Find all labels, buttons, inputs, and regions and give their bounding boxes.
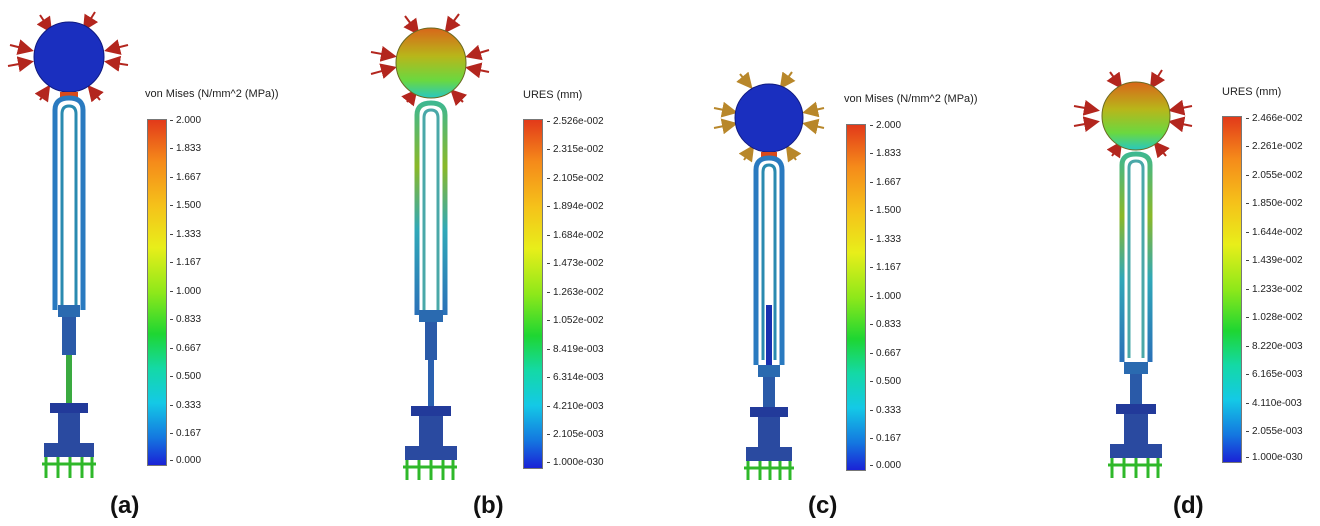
tick-label: 2.466e-002 xyxy=(1246,113,1303,124)
tick-label: 0.500 xyxy=(169,371,202,382)
tick-label: 2.261e-002 xyxy=(1246,141,1303,152)
sphere xyxy=(1101,81,1171,151)
tick-label: 1.500 xyxy=(169,200,202,211)
tick-label: 0.167 xyxy=(169,428,202,439)
tick-label: 0.500 xyxy=(869,376,902,387)
tick-label: 8.419e-003 xyxy=(547,344,604,355)
tick-label: 1.473e-002 xyxy=(547,258,604,269)
tick-label: 2.105e-002 xyxy=(547,173,604,184)
tick-label: 1.000e-030 xyxy=(547,457,604,468)
tick-label: 0.333 xyxy=(169,400,202,411)
load-arrows xyxy=(7,11,129,103)
tick-label: 2.000 xyxy=(869,120,902,131)
tick-label: 1.894e-002 xyxy=(547,201,604,212)
tick-label: 2.055e-003 xyxy=(1246,426,1303,437)
tick-label: 0.667 xyxy=(169,343,202,354)
model-c xyxy=(713,71,825,480)
tick-label: 8.220e-003 xyxy=(1246,341,1303,352)
tick-label: 1.167 xyxy=(869,262,902,273)
frame xyxy=(414,100,448,315)
tick-label: 0.833 xyxy=(869,319,902,330)
tick-label: 6.314e-003 xyxy=(547,372,604,383)
tick-label: 1.167 xyxy=(169,257,202,268)
caption: (b) xyxy=(473,492,504,519)
tick-label: 1.684e-002 xyxy=(547,230,604,241)
color-bar xyxy=(846,124,866,471)
tick-label: 0.667 xyxy=(869,348,902,359)
tick-label: 0.000 xyxy=(869,460,902,471)
tick-label: 1.667 xyxy=(869,177,902,188)
tick-label: 4.210e-003 xyxy=(547,401,604,412)
frame xyxy=(753,155,785,365)
tick-label: 2.315e-002 xyxy=(547,144,604,155)
panel-c: von Mises (N/mm^2 (MPa)) 2.000 1.833 1.6… xyxy=(700,0,1010,526)
sphere xyxy=(395,27,467,99)
tick-label: 1.439e-002 xyxy=(1246,255,1303,266)
scale-title: URES (mm) xyxy=(1222,86,1282,98)
caption: (d) xyxy=(1173,492,1204,519)
model-a xyxy=(7,11,129,478)
sphere xyxy=(734,83,804,153)
color-bar xyxy=(1222,116,1242,463)
tick-label: 0.833 xyxy=(169,314,202,325)
color-bar xyxy=(147,119,167,466)
tick-label: 1.233e-002 xyxy=(1246,284,1303,295)
tick-label: 1.667 xyxy=(169,172,202,183)
tick-label: 1.500 xyxy=(869,205,902,216)
color-bar xyxy=(523,119,543,469)
tick-label: 1.644e-002 xyxy=(1246,227,1303,238)
tick-label: 2.000 xyxy=(169,115,202,126)
tick-label: 2.055e-002 xyxy=(1246,170,1303,181)
caption: (a) xyxy=(110,492,140,519)
caption: (c) xyxy=(808,492,838,519)
tick-label: 6.165e-003 xyxy=(1246,369,1303,380)
frame xyxy=(52,95,86,310)
tick-label: 1.028e-002 xyxy=(1246,312,1303,323)
sphere xyxy=(33,21,105,93)
panel-b: URES (mm) 2.526e-002 2.315e-002 2.105e-0… xyxy=(355,0,665,526)
tick-label: 0.333 xyxy=(869,405,902,416)
model-d xyxy=(1073,69,1193,478)
tick-label: 0.167 xyxy=(869,433,902,444)
tick-label: 1.833 xyxy=(869,148,902,159)
load-arrows xyxy=(370,13,490,107)
panel-d: URES (mm) 2.466e-002 2.261e-002 2.055e-0… xyxy=(1060,0,1320,526)
tick-label: 1.333 xyxy=(869,234,902,245)
scale-title: von Mises (N/mm^2 (MPa)) xyxy=(145,88,279,100)
panel-a: von Mises (N/mm^2 (MPa)) 2.000 1.833 1.6… xyxy=(0,0,330,526)
tick-label: 1.263e-002 xyxy=(547,287,604,298)
tick-label: 1.000 xyxy=(869,291,902,302)
tick-label: 2.105e-003 xyxy=(547,429,604,440)
tick-label: 0.000 xyxy=(169,455,202,466)
tick-label: 1.000 xyxy=(169,286,202,297)
tick-label: 1.052e-002 xyxy=(547,315,604,326)
tick-label: 1.333 xyxy=(169,229,202,240)
scale-title: von Mises (N/mm^2 (MPa)) xyxy=(844,93,978,105)
tick-label: 2.526e-002 xyxy=(547,116,604,127)
tick-label: 4.110e-003 xyxy=(1246,398,1302,409)
scale-title: URES (mm) xyxy=(523,89,583,101)
load-arrows xyxy=(1073,69,1193,159)
load-arrows xyxy=(713,71,825,163)
tick-label: 1.000e-030 xyxy=(1246,452,1303,463)
frame xyxy=(1119,151,1153,362)
model-b xyxy=(370,13,490,480)
tick-label: 1.850e-002 xyxy=(1246,198,1303,209)
tick-label: 1.833 xyxy=(169,143,202,154)
